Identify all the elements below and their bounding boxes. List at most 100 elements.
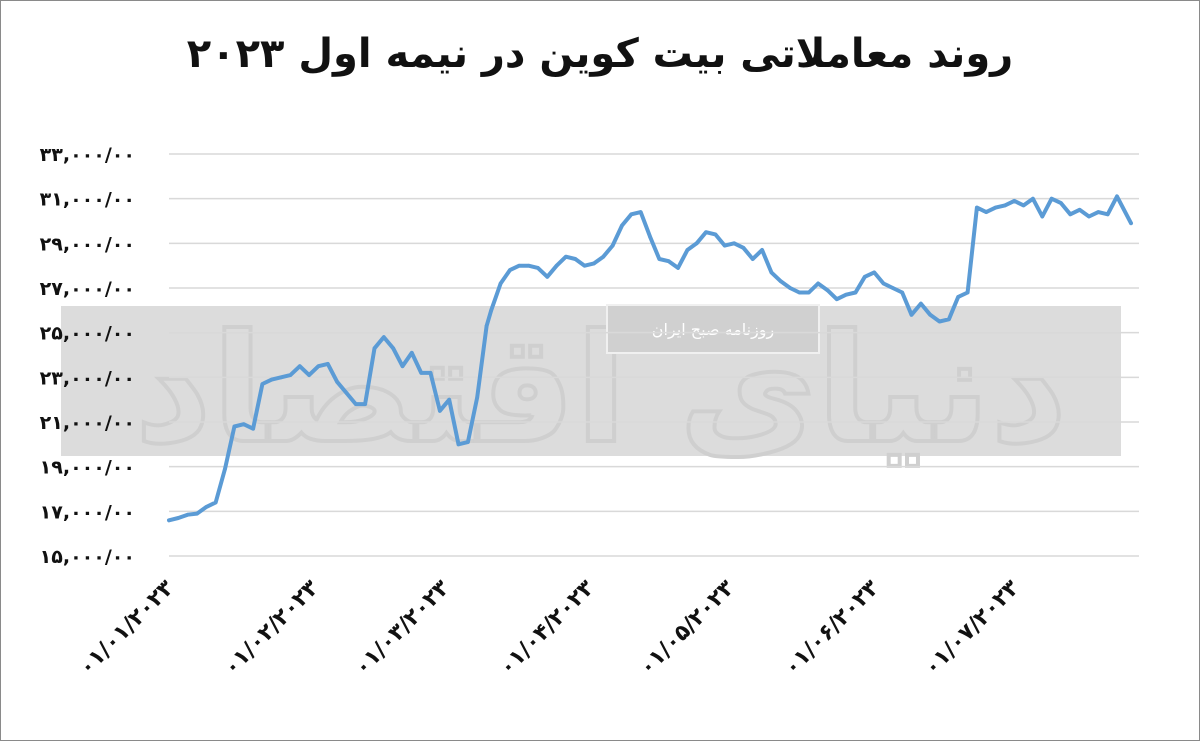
data-point — [456, 442, 461, 447]
y-tick-label: ۳۳,۰۰۰/۰۰ — [40, 144, 135, 166]
data-point — [410, 350, 414, 355]
data-point — [984, 210, 989, 214]
data-point — [325, 362, 330, 366]
data-point — [484, 324, 489, 328]
data-point — [760, 248, 764, 252]
data-point — [975, 205, 979, 210]
data-point — [241, 422, 246, 427]
data-point — [872, 270, 876, 275]
x-tick-label: ۰۱/۰۳/۲۰۲۳ — [350, 575, 455, 680]
y-axis-ticks: ۱۵,۰۰۰/۰۰ ۱۷,۰۰۰/۰۰ ۱۹,۰۰۰/۰۰ ۲۱,۰۰۰/۰۰ ۲۳,۰… — [40, 144, 135, 568]
data-point — [526, 263, 531, 268]
data-point — [213, 500, 218, 505]
data-point — [1129, 221, 1133, 226]
watermark-logo: دنیای اقتصاد — [135, 303, 1068, 477]
data-point — [344, 391, 349, 395]
data-point — [372, 346, 377, 351]
data-point — [498, 281, 503, 286]
data-point — [1040, 214, 1045, 219]
data-point — [545, 275, 550, 279]
data-point — [297, 364, 302, 368]
y-tick-label: ۲۱,۰۰۰/۰۰ — [40, 412, 135, 434]
data-point — [592, 261, 596, 266]
x-tick-label: ۰۱/۰۱/۲۰۲۳ — [74, 575, 179, 680]
data-point — [666, 259, 671, 264]
data-point — [400, 364, 405, 368]
x-tick-label: ۰۱/۰۵/۲۰۲۳ — [635, 575, 740, 680]
data-point — [610, 243, 615, 248]
data-point — [713, 232, 718, 237]
data-point — [279, 375, 283, 380]
data-point — [232, 424, 237, 429]
data-point — [508, 268, 512, 272]
data-point — [993, 205, 998, 210]
data-point — [750, 257, 755, 261]
data-point — [965, 290, 970, 295]
data-point — [891, 286, 895, 290]
data-point — [956, 295, 961, 299]
data-point — [1012, 199, 1017, 203]
data-point — [363, 402, 367, 406]
data-point — [863, 275, 867, 279]
data-point — [722, 243, 727, 248]
data-point — [195, 511, 199, 516]
data-point — [536, 266, 540, 270]
data-point — [260, 382, 265, 386]
data-point — [909, 313, 914, 317]
data-point — [685, 248, 690, 252]
data-point — [797, 290, 802, 295]
gridlines — [169, 153, 1139, 557]
data-point — [288, 373, 293, 377]
watermark: دنیای اقتصاد روزنامه صبح ایران — [61, 301, 1121, 479]
data-point — [1087, 214, 1091, 219]
data-point — [573, 257, 578, 261]
data-point — [844, 292, 848, 297]
data-point — [881, 281, 886, 286]
series-group — [167, 194, 1133, 523]
data-point — [853, 290, 858, 295]
data-point — [1021, 203, 1026, 208]
data-point — [769, 270, 774, 275]
data-point — [816, 281, 820, 286]
y-tick-label: ۱۵,۰۰۰/۰۰ — [40, 546, 135, 568]
data-point — [806, 290, 811, 295]
watermark-label: روزنامه صبح ایران — [652, 320, 775, 340]
data-point — [223, 467, 227, 471]
data-point — [1068, 212, 1073, 217]
data-point — [1003, 203, 1007, 208]
data-point — [475, 395, 480, 400]
chart-title: روند معاملاتی بیت کوین در نیمه اول ۲۰۲۳ — [186, 31, 1014, 77]
data-point — [601, 254, 606, 259]
data-point — [1059, 201, 1063, 205]
data-point — [657, 257, 662, 261]
y-tick-label: ۱۹,۰۰۰/۰۰ — [40, 457, 135, 479]
data-point — [900, 290, 904, 295]
data-point — [489, 308, 494, 313]
data-point — [447, 397, 451, 402]
data-point — [1031, 196, 1035, 201]
y-tick-label: ۲۳,۰۰۰/۰۰ — [40, 367, 135, 389]
data-point — [947, 317, 951, 322]
data-point — [676, 266, 680, 270]
data-point — [704, 230, 708, 234]
data-point — [1115, 194, 1119, 199]
data-point — [648, 234, 652, 239]
data-point — [1105, 212, 1110, 217]
data-point — [638, 210, 643, 214]
data-point — [1077, 208, 1082, 212]
y-tick-label: ۳۱,۰۰۰/۰۰ — [40, 189, 135, 211]
data-point — [928, 313, 932, 317]
x-tick-label: ۰۱/۰۷/۲۰۲۳ — [919, 575, 1024, 680]
data-point — [1096, 210, 1101, 214]
x-axis-ticks: ۰۱/۰۱/۲۰۲۳ ۰۱/۰۲/۲۰۲۳ ۰۱/۰۳/۲۰۲۳ ۰۱/۰۴/۲۰۲۳… — [74, 575, 1025, 680]
data-point — [382, 335, 386, 339]
data-point — [316, 364, 321, 368]
data-point — [629, 212, 634, 217]
data-point — [732, 241, 736, 246]
data-point — [419, 371, 423, 375]
data-point — [391, 346, 395, 351]
y-tick-label: ۱۷,۰۰۰/۰۰ — [40, 501, 135, 523]
data-point — [428, 371, 433, 375]
